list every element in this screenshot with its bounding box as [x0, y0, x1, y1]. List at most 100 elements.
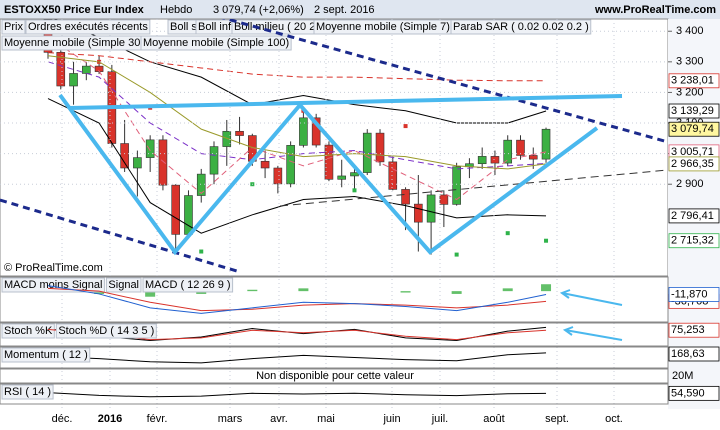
x-tick-label: févr. [147, 413, 168, 425]
x-tick-label: déc. [52, 413, 73, 425]
last-value-label: 2 966,35 [671, 158, 714, 170]
legend-box [140, 35, 292, 51]
chart-title: ESTOXX50 Price Eur Index [4, 4, 145, 16]
copyright: © ProRealTime.com [4, 262, 103, 274]
panel-label: RSI ( 14 ) [4, 386, 51, 398]
y-tick-label: 3 200 [676, 86, 704, 98]
histogram-bar [145, 291, 156, 297]
last-value-box [668, 346, 720, 362]
candle-body [171, 184, 180, 235]
last-value-label: 3 079,74 [671, 123, 714, 135]
sar-dot [352, 188, 357, 193]
x-tick-label: mars [218, 413, 243, 425]
indicator-line [47, 352, 547, 364]
legend-label: Moyenne mobile (Simple 100) [143, 37, 289, 49]
histogram-bar [541, 284, 552, 292]
indicator-line [47, 36, 547, 201]
arrow-head [562, 326, 574, 336]
panel-frame [0, 276, 669, 323]
legend-label: Boll milieu ( 20 2 ) [234, 21, 322, 33]
indicator-line [47, 98, 547, 234]
candle-body [528, 155, 538, 160]
legend-box [1, 19, 26, 35]
y-tick-label: 2 900 [676, 178, 704, 190]
sar-dot [544, 238, 549, 243]
last-value-box [668, 103, 720, 119]
sar-dot [199, 249, 204, 254]
candle-body [426, 194, 436, 223]
plot: déc. 2016 févr. mars avr. mai juin juil. août sep… [0, 19, 720, 425]
candle-body [133, 157, 142, 169]
candle-body [120, 143, 129, 169]
histogram-bar [502, 288, 513, 292]
panel-frame [0, 322, 669, 347]
candle-body [286, 145, 295, 185]
x-tick-label: juin [382, 413, 400, 425]
panel-label-box [1, 277, 105, 293]
last-value-label: -11,870 [671, 288, 708, 300]
last-value-label: 75,253 [671, 324, 705, 336]
legend-box [450, 19, 592, 35]
candle-body [311, 117, 321, 146]
candle-body [56, 52, 66, 87]
candle-body [196, 173, 206, 196]
last-value-box [668, 322, 720, 338]
indicator-line [47, 287, 547, 312]
indicator-line [47, 61, 547, 170]
histogram-bar [196, 291, 207, 294]
last-value-label: 3 238,01 [671, 75, 714, 87]
trend-line [0, 198, 241, 274]
candle-body [452, 166, 461, 205]
histogram-bar [298, 288, 309, 292]
last-value-box [668, 287, 720, 302]
histogram-bar [451, 291, 462, 294]
panel-label: Stoch %K [4, 325, 53, 337]
histogram-bar [94, 291, 105, 294]
x-tick-label: 2016 [98, 413, 122, 425]
x-tick-label: juil. [431, 413, 449, 425]
indicator-line [47, 55, 547, 170]
candle-body [414, 203, 423, 223]
panel-label: MACD ( 12 26 9 ) [145, 279, 231, 291]
candle-body [235, 130, 244, 136]
last-value-box [668, 121, 720, 137]
panel-label-box [142, 277, 234, 293]
x-tick-label: mai [317, 413, 335, 425]
histogram-bar [400, 291, 411, 293]
panel-frame [0, 383, 669, 405]
panel-frame [0, 368, 669, 384]
candle-body [209, 146, 219, 175]
candle-body [541, 128, 551, 160]
last-value-label: 3 005,71 [671, 146, 714, 158]
candle-body [375, 132, 385, 163]
panel-label: Momentum ( 12 ) [4, 349, 88, 361]
candle-body [439, 194, 449, 205]
sar-dot [403, 124, 408, 129]
candle-body [299, 117, 308, 146]
arrow [561, 292, 623, 306]
legend-label: Ordres exécutés récents [28, 21, 148, 33]
legend-label: Boll inf [198, 21, 232, 33]
panel-label-box [1, 347, 91, 363]
candle-body [222, 130, 232, 147]
indicator-line [47, 52, 547, 82]
y-tick-label: 3 300 [676, 56, 704, 68]
candle-body [477, 156, 487, 165]
candle-body [69, 73, 78, 87]
panel-label: MACD moins Signal [4, 279, 102, 291]
candle-body [158, 139, 168, 186]
arrow-head [559, 289, 571, 299]
last-value-box [668, 233, 720, 249]
candle-body [273, 167, 283, 185]
panel-label: Signal [108, 279, 139, 291]
last-value-box [668, 385, 720, 401]
header-bar [0, 0, 720, 19]
site: www.ProRealTime.com [594, 4, 716, 16]
neckline [69, 94, 623, 110]
x-tick-label: avr. [270, 413, 288, 425]
trend-line [221, 19, 668, 144]
indicator-line [54, 19, 547, 124]
panel-frame [0, 346, 669, 369]
